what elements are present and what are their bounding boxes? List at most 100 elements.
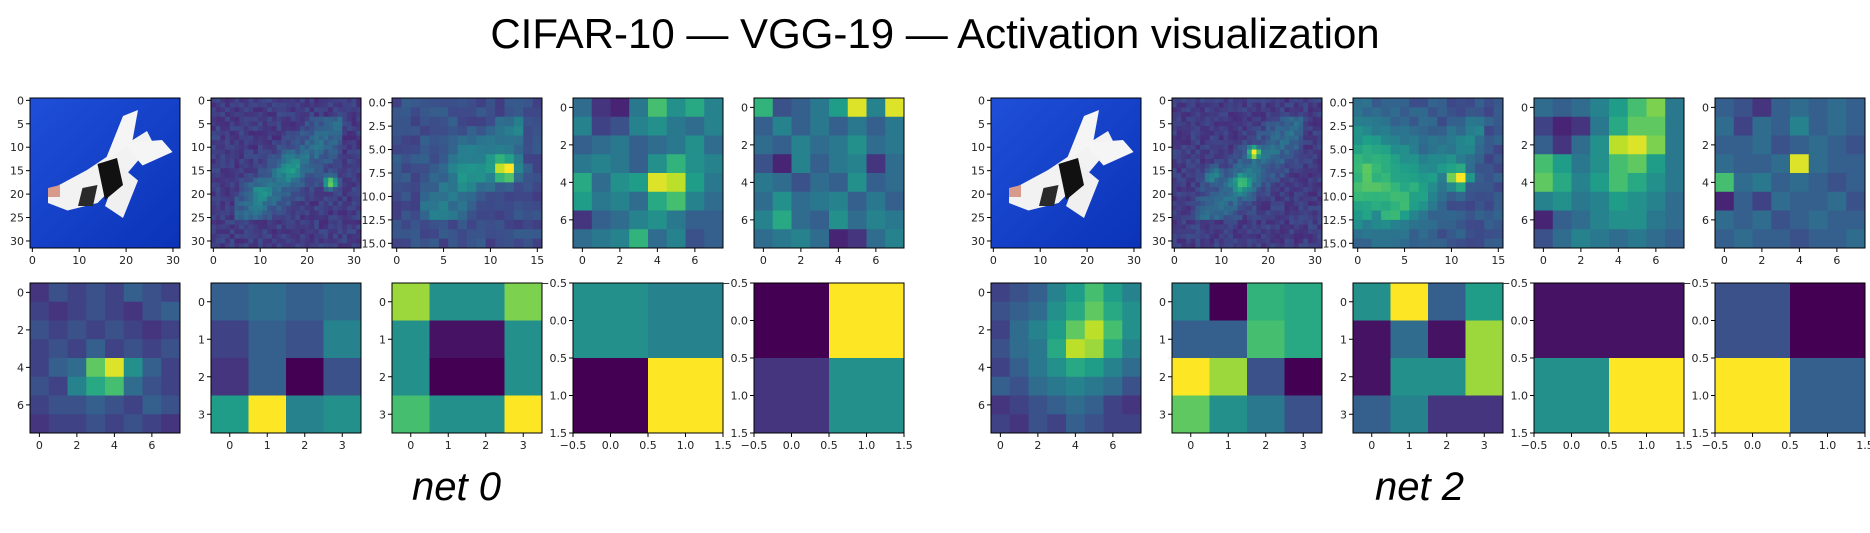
heatmap-cell — [1362, 201, 1373, 211]
heatmap-cell — [648, 98, 668, 118]
heatmap-cell — [476, 210, 487, 221]
heatmap-cell — [1409, 229, 1420, 240]
heatmap-cell — [257, 130, 263, 136]
y-tick-label: 15 — [191, 165, 205, 178]
heatmap-cell — [1223, 149, 1229, 155]
heatmap-cell — [281, 238, 287, 244]
heatmap-cell — [1181, 187, 1187, 193]
heatmap-cell — [1484, 107, 1495, 118]
heatmap-cell — [1275, 224, 1281, 230]
heatmap-cell — [1237, 243, 1243, 249]
heatmap-cell — [304, 98, 310, 104]
heatmap-cell — [1247, 395, 1285, 434]
heatmap-cell — [1186, 135, 1192, 141]
heatmap-cell — [309, 182, 315, 188]
heatmap-cell — [234, 130, 240, 136]
heatmap-cell — [629, 210, 649, 230]
heatmap-cell — [253, 144, 259, 150]
heatmap-cell — [276, 224, 282, 230]
heatmap-cell — [1275, 182, 1281, 188]
heatmap-cell — [262, 210, 268, 216]
heatmap-cell — [1646, 98, 1666, 118]
heatmap-cell — [346, 196, 353, 202]
heatmap-cell — [1428, 98, 1438, 108]
axes-frame — [1352, 282, 1504, 434]
heatmap-cell — [523, 107, 534, 118]
heatmap-cell — [1270, 187, 1276, 193]
heatmap-cell — [225, 229, 231, 235]
heatmap-cell — [342, 107, 348, 113]
heatmap-cell — [318, 233, 324, 240]
heatmap-cell — [318, 229, 324, 235]
heatmap-cell — [290, 233, 296, 240]
heatmap-cell — [866, 229, 886, 249]
heatmap-cell — [304, 205, 310, 211]
heatmap-cell — [392, 358, 430, 396]
heatmap-cell — [1172, 219, 1178, 225]
heatmap-cell — [1214, 107, 1220, 113]
heatmap-cell — [476, 219, 487, 230]
heatmap-cell — [234, 233, 240, 240]
heatmap-cell — [304, 229, 310, 235]
heatmap-cell — [1646, 191, 1666, 211]
heatmap-cell — [1181, 201, 1187, 207]
heatmap-cell — [504, 191, 515, 202]
heatmap-cell — [286, 182, 292, 188]
heatmap-cell — [1418, 98, 1429, 108]
heatmap-cell — [1261, 149, 1267, 155]
heatmap-cell — [309, 229, 315, 235]
heatmap-cell — [476, 144, 487, 155]
heatmap-cell — [1247, 205, 1253, 211]
heatmap-cell — [225, 107, 231, 113]
heatmap-cell — [276, 158, 282, 165]
heatmap-cell — [271, 238, 278, 244]
heatmap-cell — [1317, 219, 1323, 225]
heatmap-cell — [211, 205, 217, 211]
heatmap-cell — [253, 102, 259, 108]
heatmap-cell — [225, 154, 231, 160]
heatmap-cell — [1181, 196, 1187, 202]
heatmap-cell — [1627, 135, 1647, 155]
heatmap-cell — [1289, 112, 1295, 118]
heatmap-cell — [1446, 154, 1457, 165]
heatmap-cell — [1028, 376, 1048, 396]
heatmap-cell — [309, 168, 315, 174]
heatmap-cell — [1474, 210, 1485, 221]
heatmap-cell — [429, 395, 468, 434]
heatmap-cell — [328, 196, 334, 202]
heatmap-cell — [281, 187, 287, 193]
x-tick-label: 15 — [530, 254, 544, 267]
heatmap-cell — [225, 130, 231, 136]
heatmap-cell — [1256, 205, 1262, 211]
heatmap-cell — [290, 243, 296, 249]
y-tick-label: 15 — [971, 165, 985, 178]
heatmap-cell — [295, 233, 301, 240]
heatmap-cell — [1353, 98, 1363, 108]
heatmap-cell — [304, 238, 310, 244]
heatmap-cell — [1186, 233, 1192, 240]
heatmap-cell — [1186, 130, 1192, 136]
heatmap-cell — [1307, 219, 1314, 225]
heatmap-cell — [1456, 126, 1466, 136]
heatmap-cell — [1646, 154, 1666, 174]
heatmap-cell — [229, 98, 235, 104]
heatmap-cell — [1312, 168, 1318, 174]
heatmap-cell — [1590, 98, 1610, 118]
heatmap-cell — [666, 116, 686, 136]
heatmap-cell — [295, 144, 301, 150]
heatmap-cell — [1390, 229, 1401, 240]
y-tick-label: 1.5 — [1692, 427, 1710, 440]
heatmap-cell — [1084, 395, 1104, 415]
heatmap-cell — [1200, 135, 1206, 141]
heatmap-cell — [829, 173, 849, 193]
heatmap-cell — [1409, 98, 1420, 108]
heatmap-cell — [215, 116, 221, 122]
heatmap-cell — [253, 130, 259, 136]
heatmap-cell — [829, 98, 849, 118]
heatmap-cell — [1284, 163, 1290, 169]
heatmap-cell — [290, 205, 296, 211]
heatmap-cell — [281, 233, 287, 240]
heatmap-cell — [1371, 173, 1382, 183]
heatmap-cell — [476, 107, 487, 118]
heatmap-cell — [1190, 187, 1196, 193]
